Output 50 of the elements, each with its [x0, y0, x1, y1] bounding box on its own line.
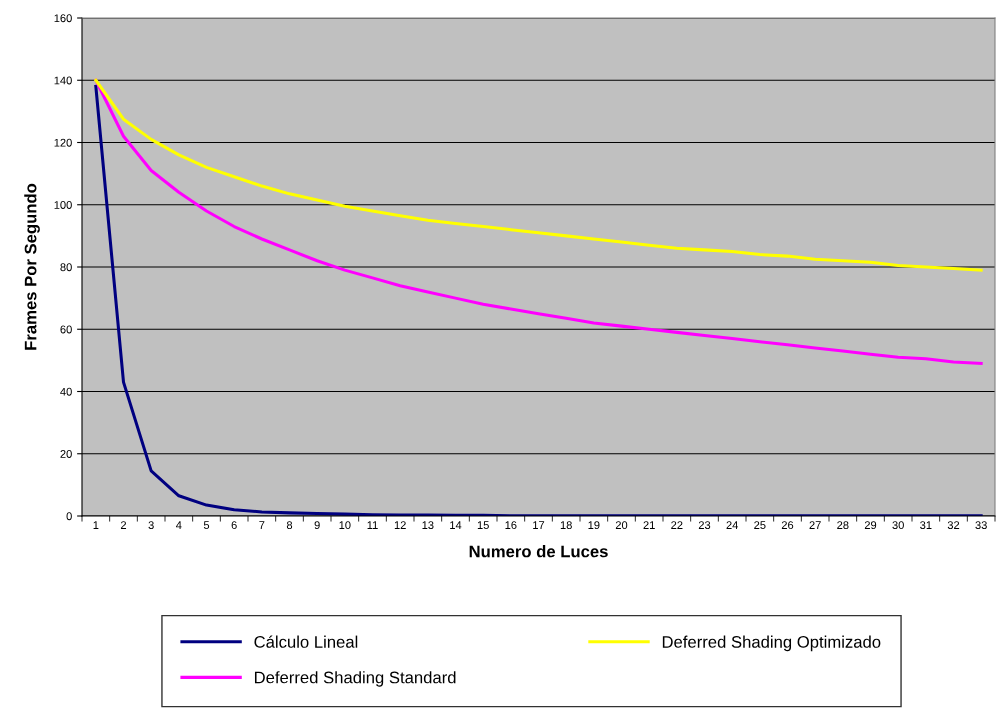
x-tick-label: 11: [367, 521, 378, 529]
x-tick-label: 20: [615, 521, 628, 530]
x-tick-label: 27: [809, 521, 821, 529]
y-axis-title: Frames Por Segundo: [24, 183, 40, 350]
y-tick-label: 100: [54, 201, 72, 209]
y-tick-label: 160: [54, 14, 72, 23]
x-tick-label: 17: [533, 521, 545, 529]
x-tick-label: 10: [339, 521, 351, 530]
y-tick-label: 0: [66, 512, 72, 521]
x-tick-label: 23: [698, 521, 711, 530]
x-tick-label: 13: [422, 521, 434, 530]
y-tick-label: 40: [60, 387, 72, 396]
x-tick-label: 8: [286, 521, 293, 530]
legend-label: Deferred Shading Standard: [254, 671, 456, 687]
x-tick-label: 4: [176, 521, 182, 529]
x-tick-label: 26: [781, 521, 794, 530]
x-tick-label: 31: [920, 521, 932, 530]
x-tick-label: 12: [394, 521, 406, 529]
x-tick-label: 15: [477, 521, 489, 530]
x-tick-label: 33: [975, 521, 987, 530]
y-tick-label: 20: [60, 450, 72, 458]
x-tick-label: 22: [671, 521, 683, 529]
x-tick-label: 24: [726, 521, 739, 529]
x-tick-label: 2: [120, 521, 127, 529]
x-axis-title: Numero de Luces: [469, 545, 608, 558]
x-tick-label: 3: [148, 521, 154, 530]
x-tick-label: 14: [450, 521, 462, 529]
legend-label: Deferred Shading Optimizado: [662, 635, 881, 652]
x-tick-label: 19: [588, 521, 600, 530]
x-tick-label: 7: [259, 521, 265, 529]
y-tick-label: 120: [54, 138, 72, 147]
y-tick-label: 60: [60, 325, 72, 334]
x-tick-label: 9: [314, 521, 320, 530]
line-series: [94, 78, 983, 272]
y-tick-label: 140: [54, 76, 72, 85]
x-tick-label: 28: [837, 521, 849, 530]
y-tick-label: 80: [60, 263, 72, 272]
x-tick-label: 21: [643, 521, 655, 529]
line-series: [94, 78, 983, 366]
x-tick-label: 18: [560, 521, 572, 530]
x-tick-label: 16: [505, 521, 517, 530]
x-tick-label: 6: [231, 521, 237, 530]
x-tick-label: 30: [892, 521, 904, 530]
x-tick-label: 5: [203, 521, 210, 530]
legend-label: Cálculo Lineal: [254, 635, 358, 648]
x-tick-label: 25: [754, 521, 766, 530]
x-tick-label: 32: [947, 521, 960, 530]
line-series: [94, 84, 983, 516]
x-tick-label: 29: [864, 521, 877, 530]
x-tick-label: 1: [93, 521, 99, 529]
